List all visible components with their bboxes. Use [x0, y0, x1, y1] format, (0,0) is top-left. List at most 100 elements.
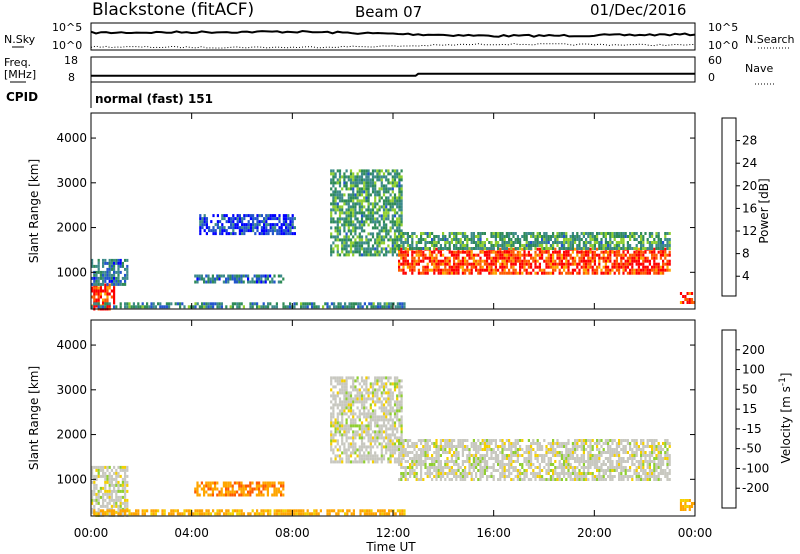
heat-cell	[376, 445, 379, 449]
heat-cell	[479, 271, 482, 275]
heat-cell	[273, 487, 276, 491]
heat-cell	[453, 268, 456, 272]
heat-cell	[552, 463, 555, 466]
heat-cell	[464, 475, 467, 478]
heat-cell	[536, 445, 539, 448]
heat-cell	[374, 415, 377, 419]
heat-cell	[450, 445, 453, 448]
heat-cell	[287, 226, 290, 230]
heat-cell	[637, 271, 640, 275]
heat-cell	[380, 229, 383, 233]
heat-cell	[371, 217, 375, 221]
heat-cell	[154, 512, 157, 516]
heat-cell	[338, 178, 342, 182]
heat-cell	[567, 463, 570, 466]
heat-cell	[648, 250, 651, 254]
heat-cell	[593, 478, 596, 481]
heat-cell	[435, 475, 438, 478]
heat-cell	[417, 448, 420, 451]
heat-cell	[417, 460, 420, 463]
heat-cell	[428, 232, 431, 235]
heat-cell	[338, 412, 342, 416]
heat-cell	[396, 400, 399, 404]
heat-cell	[347, 424, 350, 428]
heat-cell	[231, 277, 234, 281]
heat-cell	[391, 226, 394, 230]
heat-cell	[514, 451, 517, 454]
heat-cell	[547, 442, 550, 445]
heat-cell	[338, 190, 342, 194]
heat-cell	[380, 181, 383, 185]
heat-cell	[457, 259, 460, 263]
heat-cell	[455, 250, 458, 254]
heat-cell	[194, 487, 197, 491]
heat-cell	[369, 391, 372, 395]
heat-cell	[119, 489, 122, 493]
heat-cell	[338, 226, 342, 230]
heat-cell	[332, 424, 335, 428]
heat-cell	[475, 460, 478, 463]
heat-cell	[624, 247, 627, 250]
heat-cell	[446, 445, 449, 448]
heat-cell	[352, 445, 355, 449]
heat-cell	[360, 172, 364, 176]
heat-cell	[477, 253, 480, 257]
heat-cell	[363, 199, 366, 203]
heat-cell	[609, 448, 612, 451]
heat-cell	[236, 223, 239, 227]
heat-cell	[225, 490, 228, 494]
heat-cell	[400, 454, 403, 457]
heat-cell	[565, 247, 568, 250]
heat-cell	[400, 223, 403, 227]
heat-cell	[121, 483, 124, 487]
heat-cell	[580, 253, 583, 257]
heat-cell	[380, 442, 383, 446]
heat-cell	[220, 487, 223, 491]
heat-cell	[549, 265, 552, 269]
heat-cell	[358, 460, 361, 464]
heat-cell	[501, 460, 504, 463]
heat-cell	[514, 253, 517, 257]
heat-cell	[475, 268, 478, 272]
heat-cell	[391, 244, 394, 248]
heat-cell	[466, 247, 469, 250]
heat-cell	[523, 460, 526, 463]
heat-cell	[378, 178, 381, 182]
heat-cell	[349, 205, 353, 209]
heat-cell	[352, 403, 355, 407]
heat-cell	[459, 442, 462, 445]
heat-cell	[453, 469, 456, 472]
heat-cell	[91, 289, 94, 293]
heat-cell	[547, 235, 550, 238]
heat-cell	[332, 193, 335, 197]
heat-cell	[552, 448, 555, 451]
heat-cell	[664, 268, 667, 272]
heat-cell	[582, 457, 585, 460]
heat-cell	[196, 487, 199, 491]
heat-cell	[126, 276, 129, 280]
heat-cell	[289, 223, 292, 227]
heat-cell	[567, 448, 570, 451]
heat-cell	[576, 466, 579, 469]
heat-cell	[543, 238, 546, 241]
heat-cell	[488, 268, 491, 272]
heat-cell	[508, 259, 511, 263]
heat-cell	[400, 202, 403, 206]
heat-cell	[587, 463, 590, 466]
heat-cell	[461, 232, 464, 235]
heat-cell	[369, 385, 372, 389]
heat-cell	[391, 253, 394, 257]
heat-cell	[501, 256, 504, 260]
heat-cell	[545, 469, 548, 472]
heat-cell	[317, 512, 320, 516]
heat-cell	[534, 466, 537, 469]
heat-cell	[560, 235, 563, 238]
heat-cell	[378, 220, 381, 224]
heat-cell	[598, 442, 601, 445]
heat-cell	[569, 457, 572, 460]
heat-cell	[393, 172, 397, 176]
heat-cell	[108, 474, 111, 478]
heat-cell	[481, 265, 484, 269]
heat-cell	[350, 305, 353, 309]
heat-cell	[618, 244, 621, 247]
